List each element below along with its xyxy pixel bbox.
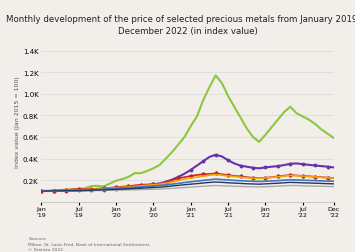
Text: Sources:
Milton, St. Louis Fred, Bank of International Settlements
© Statista 20: Sources: Milton, St. Louis Fred, Bank of… (28, 236, 150, 251)
Y-axis label: Index value (Jan 2015 = 100): Index value (Jan 2015 = 100) (15, 76, 20, 167)
Title: Monthly development of the price of selected precious metals from January 2019 t: Monthly development of the price of sele… (6, 15, 355, 36)
